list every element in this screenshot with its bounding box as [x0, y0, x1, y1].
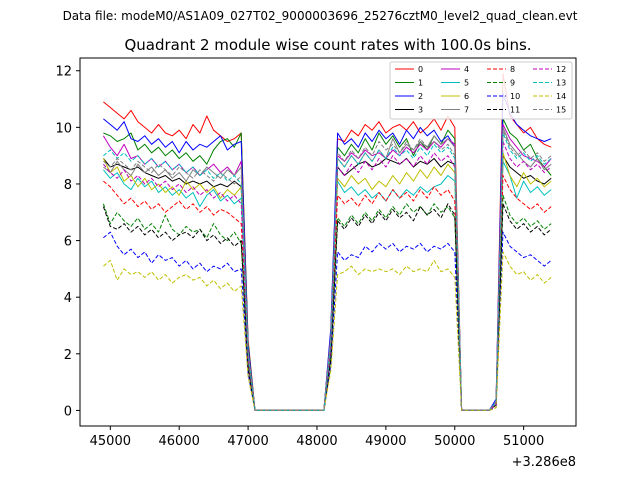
- x-tick-label: 47000: [227, 434, 268, 449]
- legend-label: 14: [556, 92, 566, 101]
- series-line-11: [102, 203, 552, 411]
- legend-label: 0: [418, 65, 423, 74]
- x-tick-label: 49000: [365, 434, 406, 449]
- legend-box: [389, 61, 573, 120]
- y-tick-label: 10: [55, 121, 72, 136]
- legend-label: 9: [510, 79, 515, 88]
- series-line-15: [103, 129, 552, 411]
- legend-label: 8: [510, 65, 515, 74]
- legend-label: 12: [556, 65, 566, 74]
- legend-label: 3: [418, 106, 423, 115]
- x-tick-label: 50000: [434, 434, 475, 449]
- y-tick-label: 2: [64, 348, 72, 363]
- legend-label: 1: [418, 79, 423, 88]
- legend-label: 13: [556, 79, 566, 88]
- plot-frame: [79, 57, 577, 427]
- y-tick-label: 4: [64, 291, 72, 306]
- x-tick-label: 45000: [90, 434, 131, 449]
- axis-layer: 45000 46000 47000 48000 49000 50000 51000 0 2 4 6 8…: [55, 65, 544, 449]
- legend-label: 7: [464, 106, 469, 115]
- y-tick-label: 8: [64, 178, 72, 193]
- legend-label: 10: [510, 92, 520, 101]
- x-tick-label: 46000: [159, 434, 200, 449]
- y-tick-label: 12: [55, 65, 72, 80]
- x-tick-label: 51000: [503, 434, 544, 449]
- chart-title: Quadrant 2 module wise count rates with …: [124, 36, 531, 54]
- legend-label: 5: [464, 79, 469, 88]
- y-tick-label: 6: [64, 235, 72, 250]
- suptitle: Data file: modeM0/AS1A09_027T02_90000036…: [63, 9, 578, 23]
- legend-label: 11: [510, 106, 520, 115]
- legend-label: 6: [464, 92, 469, 101]
- series-line-14: [103, 251, 552, 411]
- legend-label: 2: [418, 92, 423, 101]
- x-tick-label: 48000: [296, 434, 337, 449]
- y-tick-label: 0: [64, 404, 72, 419]
- x-offset-label: +3.286e8: [512, 455, 576, 470]
- legend-label: 15: [556, 106, 566, 115]
- legend-label: 4: [464, 65, 469, 74]
- series-layer: [102, 73, 552, 411]
